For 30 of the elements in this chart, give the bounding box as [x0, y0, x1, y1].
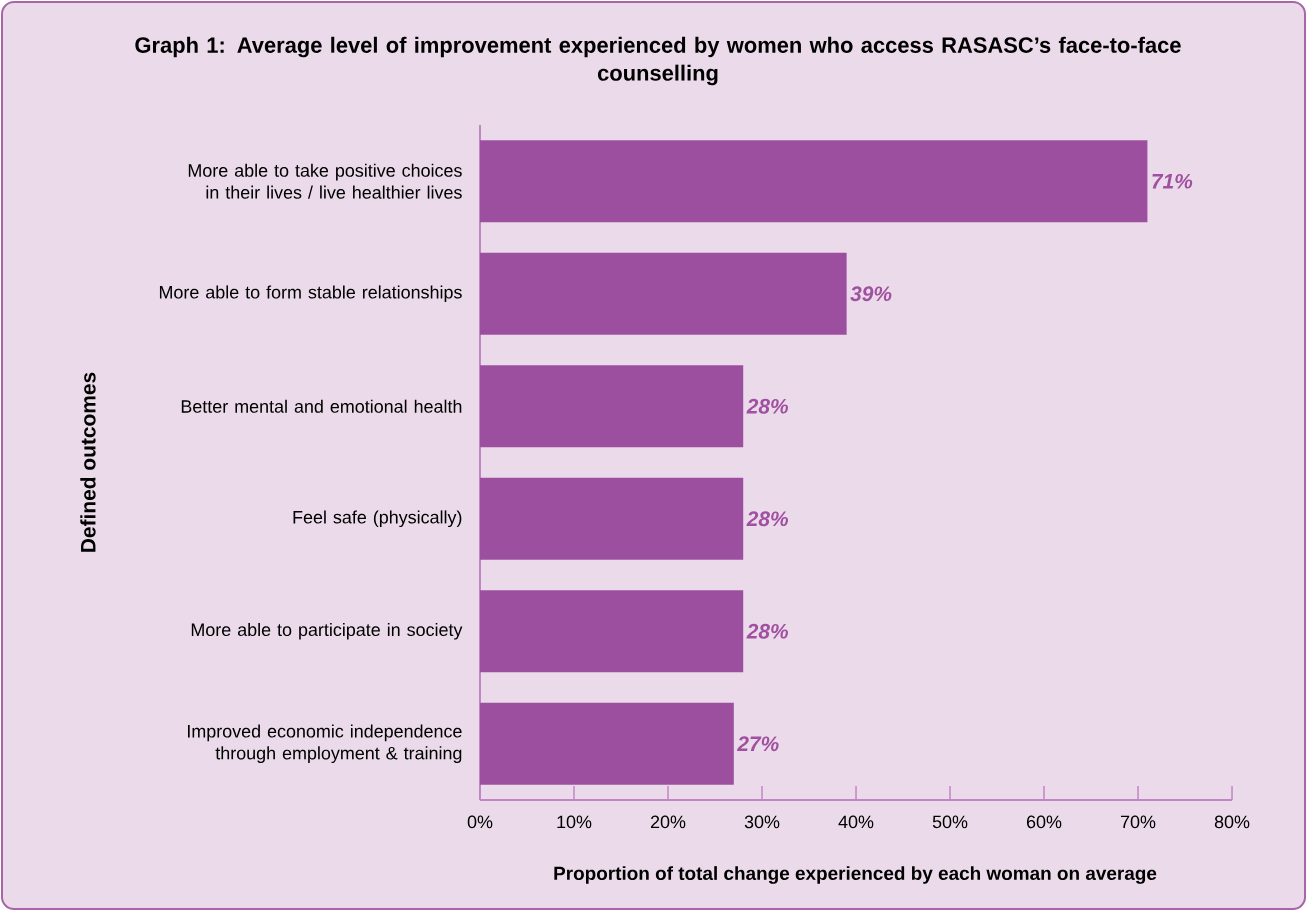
- bar: [480, 477, 744, 560]
- y-axis-title: Defined outcomes: [80, 372, 96, 552]
- data-label: 71%: [1152, 173, 1193, 189]
- x-tick-label: 50%: [932, 815, 968, 829]
- data-label: 39%: [850, 286, 892, 302]
- bar: [480, 590, 744, 673]
- bar: [480, 140, 1148, 223]
- bar: [480, 365, 744, 448]
- y-tick-label: Feel safe (physically): [293, 510, 462, 528]
- x-tick-label: 60%: [1026, 815, 1062, 829]
- data-label: 27%: [737, 736, 779, 752]
- data-label: 28%: [746, 511, 789, 527]
- y-tick-label: More able to form stable relationships: [159, 285, 462, 303]
- chart-title: Graph 1: Average level of improvement experienced by women who access RASASC’s face-to-face counselling: [135, 36, 1181, 86]
- x-axis-title: Proportion of total change experienced by each woman on average: [554, 866, 1157, 884]
- y-tick-label: More able to take positive choices in their lives / live healthier lives: [188, 163, 462, 199]
- y-tick-label: More able to participate in society: [191, 622, 463, 640]
- x-tick-label: 30%: [744, 815, 780, 829]
- data-label: 28%: [746, 623, 789, 639]
- x-tick-label: 0%: [467, 815, 493, 829]
- y-tick-label: Improved economic independence through employment & training: [188, 724, 462, 764]
- bar: [480, 252, 847, 335]
- x-tick-label: 40%: [838, 815, 874, 829]
- bar: [480, 702, 734, 785]
- x-tick-label: 70%: [1120, 815, 1156, 829]
- x-tick-label: 80%: [1214, 815, 1250, 829]
- x-tick-label: 20%: [650, 815, 686, 829]
- y-tick-label: Better mental and emotional health: [181, 399, 462, 413]
- x-tick-label: 10%: [557, 815, 592, 829]
- data-label: 28%: [746, 398, 789, 414]
